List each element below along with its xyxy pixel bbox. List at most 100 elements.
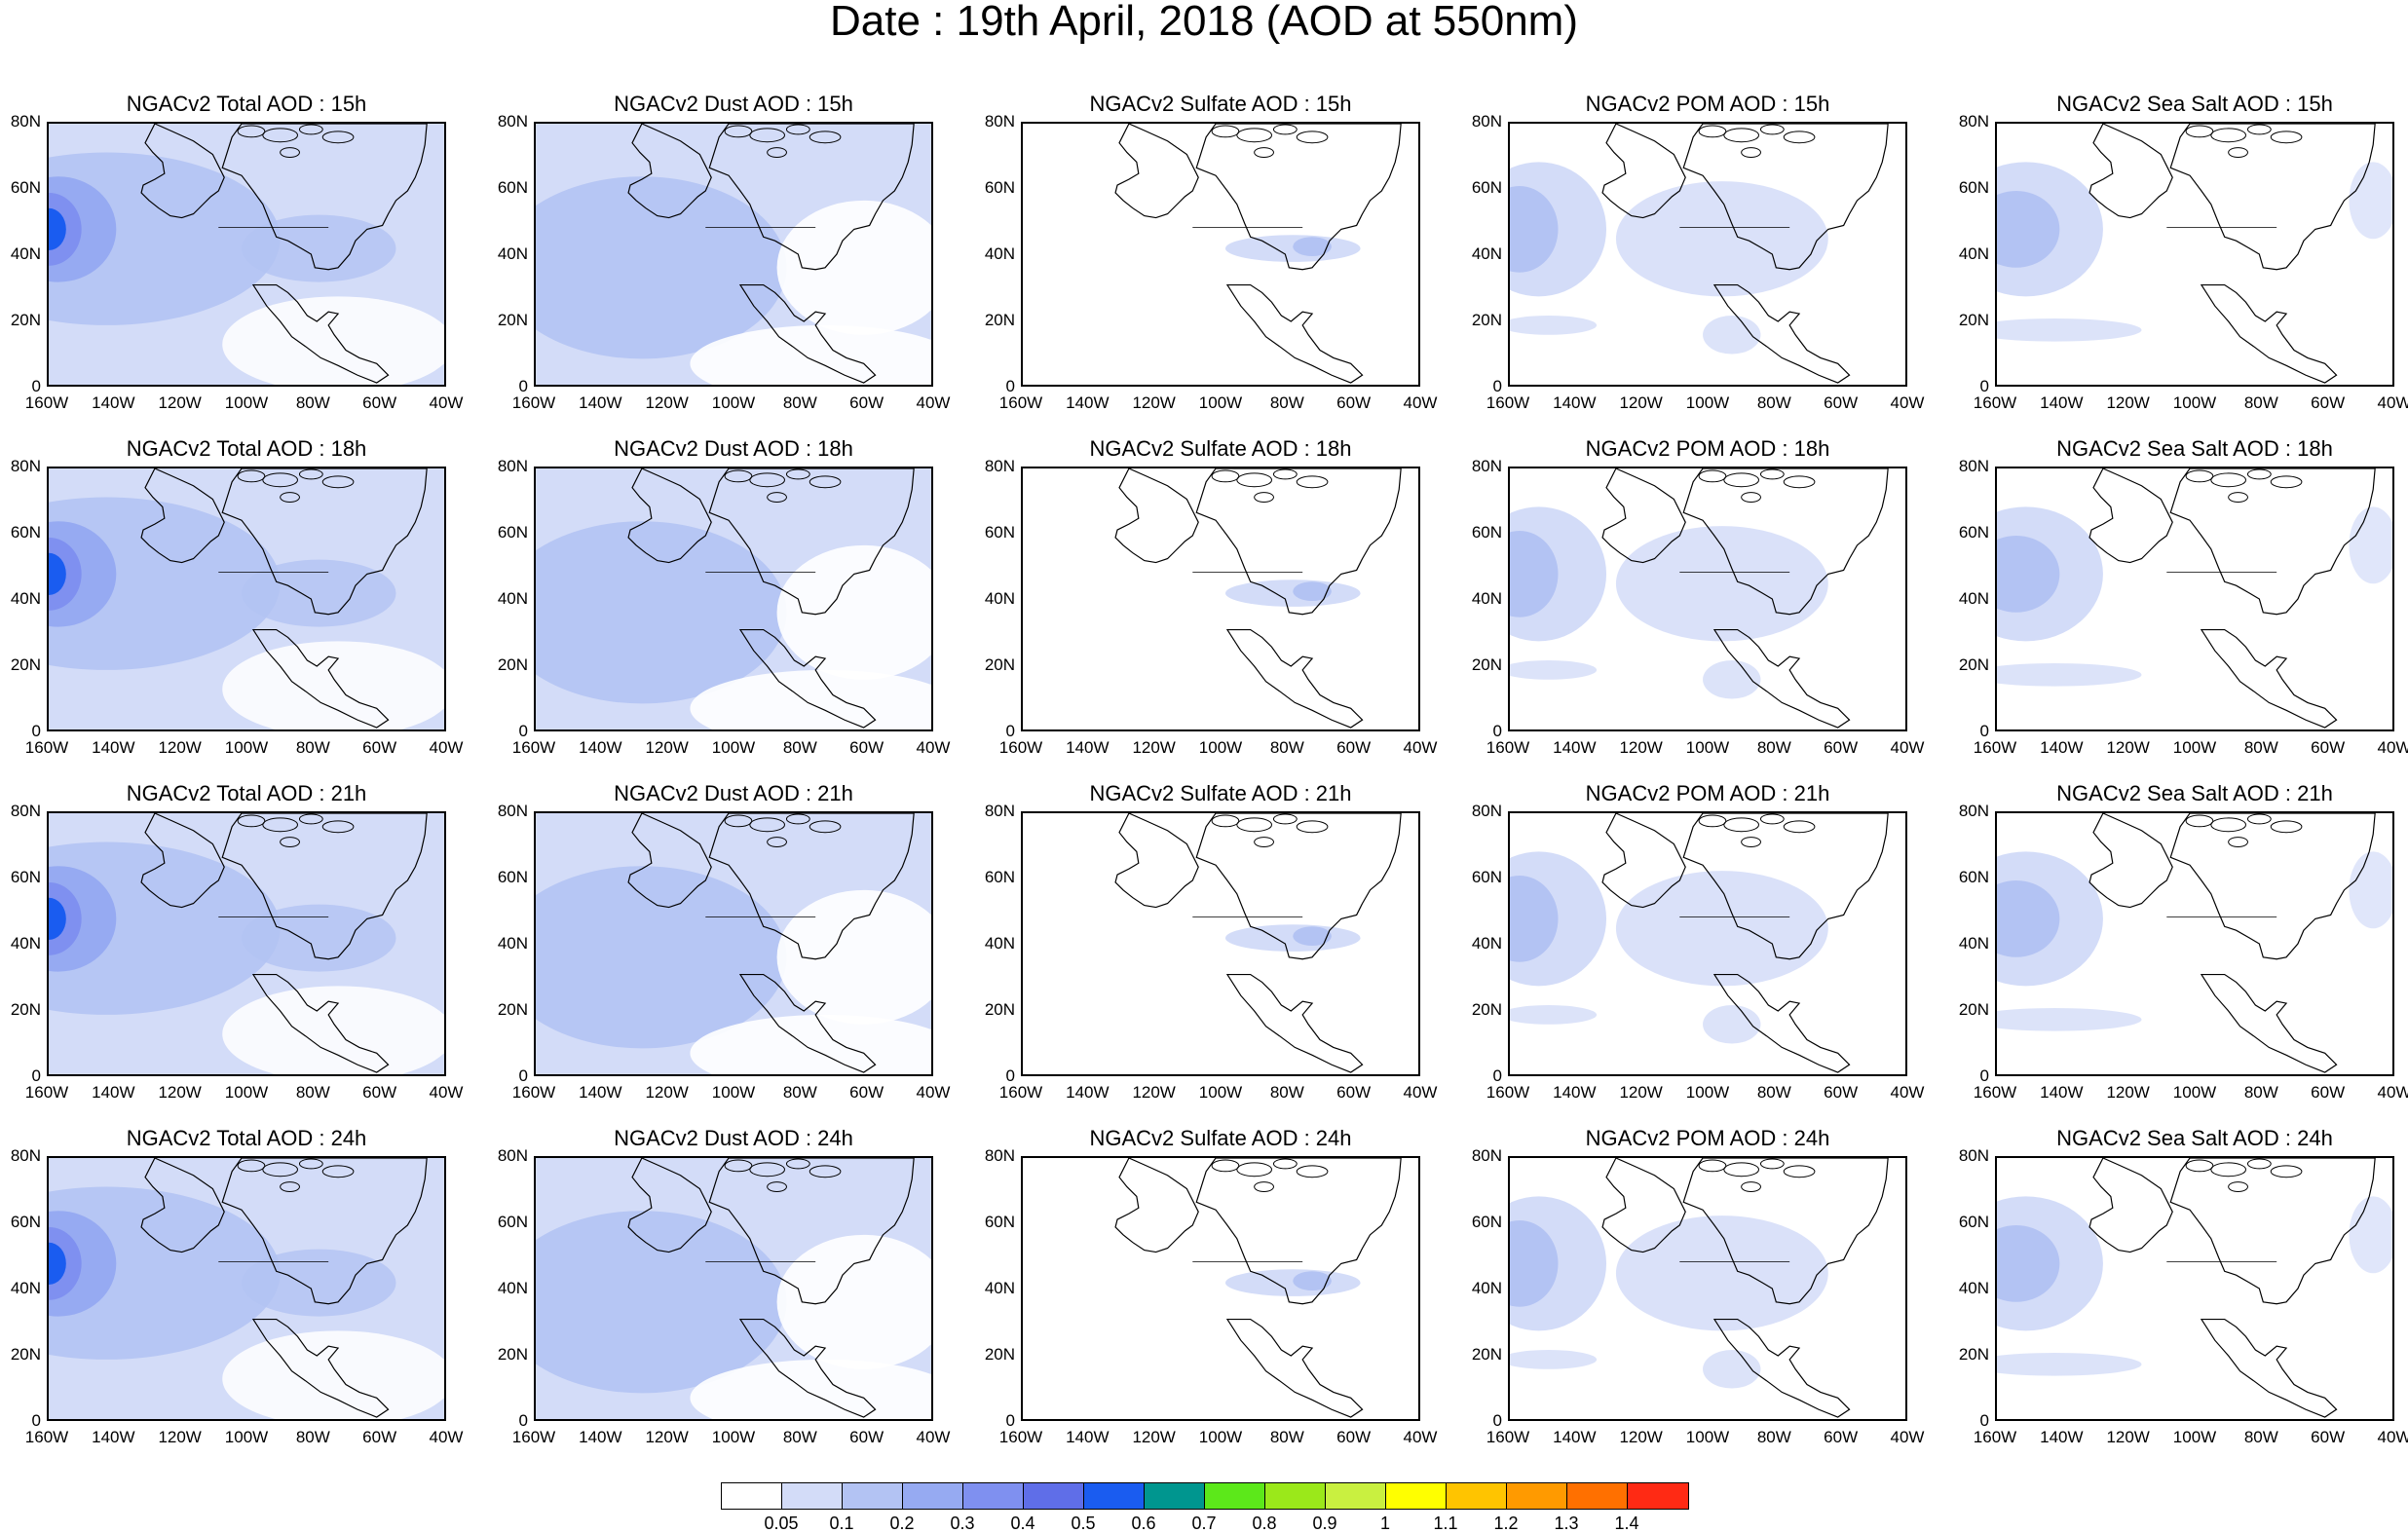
longitude-tick-label: 100W bbox=[224, 1428, 269, 1446]
island-outline bbox=[2246, 813, 2272, 825]
arctic-islands bbox=[1211, 124, 1329, 158]
colorbar-swatch bbox=[843, 1483, 903, 1509]
alaska-coastline bbox=[1601, 468, 1686, 564]
latitude-tick-label: 0 bbox=[1005, 1066, 1015, 1085]
aod-contour-region bbox=[49, 552, 66, 596]
latitude-tick-label: 80N bbox=[10, 1146, 41, 1165]
island-outline bbox=[2246, 468, 2272, 480]
island-outline bbox=[767, 492, 787, 503]
aod-contour-region bbox=[536, 521, 787, 704]
aod-contour-region bbox=[49, 1186, 281, 1360]
coastline bbox=[140, 1158, 428, 1418]
longitude-tick-label: 40W bbox=[1403, 1083, 1438, 1102]
aod-contour-region bbox=[1224, 580, 1361, 607]
colorbar-tick-label: 1.1 bbox=[1433, 1514, 1458, 1533]
aod-contour-region bbox=[536, 866, 787, 1049]
panel-title: NGACv2 Total AOD : 24h bbox=[126, 1126, 367, 1150]
north-america-coastline bbox=[1682, 1158, 1889, 1305]
island-outline bbox=[1759, 813, 1785, 825]
coastline bbox=[1601, 1158, 1889, 1418]
alaska-coastline bbox=[140, 813, 225, 909]
colorbar-swatch bbox=[1386, 1483, 1447, 1509]
arctic-islands bbox=[237, 468, 355, 503]
latitude-tick-label: 20N bbox=[1471, 1345, 1502, 1364]
latitude-tick-label: 60N bbox=[1471, 868, 1502, 886]
mexico-central-america-coastline bbox=[2200, 973, 2338, 1073]
longitude-tick-label: 60W bbox=[1336, 393, 1372, 412]
aod-colorbar bbox=[721, 1482, 1689, 1510]
latitude-tick-label: 40N bbox=[1471, 244, 1502, 263]
longitude-tick-label: 100W bbox=[2172, 1428, 2217, 1446]
island-outline bbox=[749, 472, 785, 488]
latitude-tick-label: 60N bbox=[1471, 178, 1502, 197]
mexico-central-america-coastline bbox=[251, 973, 390, 1073]
longitude-tick-label: 80W bbox=[1269, 393, 1304, 412]
latitude-tick-label: 40N bbox=[10, 934, 41, 953]
latitude-tick-label: 20N bbox=[497, 1000, 528, 1019]
latitude-tick-label: 60N bbox=[497, 178, 528, 197]
island-outline bbox=[2246, 1158, 2272, 1170]
longitude-tick-label: 100W bbox=[2172, 738, 2217, 757]
arctic-islands bbox=[724, 813, 842, 847]
colorbar-swatch bbox=[1205, 1483, 1265, 1509]
longitude-tick-label: 60W bbox=[2311, 738, 2346, 757]
island-outline bbox=[321, 131, 355, 144]
island-outline bbox=[809, 820, 842, 834]
longitude-tick-label: 120W bbox=[158, 738, 202, 757]
coastline bbox=[1114, 468, 1402, 729]
longitude-tick-label: 160W bbox=[998, 1083, 1043, 1102]
island-outline bbox=[321, 820, 355, 834]
island-outline bbox=[2210, 472, 2246, 488]
longitude-tick-label: 60W bbox=[1824, 1083, 1859, 1102]
mexico-central-america-coastline bbox=[251, 628, 390, 729]
colorbar-tick-label: 0.3 bbox=[950, 1514, 975, 1533]
longitude-tick-label: 100W bbox=[2172, 393, 2217, 412]
longitude-tick-label: 60W bbox=[2311, 1083, 2346, 1102]
longitude-tick-label: 140W bbox=[1553, 1428, 1597, 1446]
map-canvas bbox=[49, 813, 444, 1074]
colorbar-tick-label: 0.7 bbox=[1191, 1514, 1217, 1533]
panel-title: NGACv2 Dust AOD : 18h bbox=[614, 436, 853, 461]
island-outline bbox=[1783, 131, 1816, 144]
island-outline bbox=[809, 475, 842, 489]
north-america-coastline bbox=[2169, 813, 2376, 960]
longitude-tick-label: 140W bbox=[579, 738, 622, 757]
latitude-tick-label: 40N bbox=[1471, 1279, 1502, 1297]
map-canvas bbox=[1997, 1158, 2392, 1418]
latitude-tick-label: 40N bbox=[984, 244, 1015, 263]
latitude-tick-label: 40N bbox=[1958, 1279, 1989, 1297]
longitude-tick-label: 160W bbox=[24, 738, 69, 757]
aod-contour-region bbox=[1293, 1271, 1332, 1290]
aod-contour-region bbox=[1510, 1350, 1598, 1369]
colorbar-swatch bbox=[1265, 1483, 1326, 1509]
colorbar-swatch bbox=[722, 1483, 782, 1509]
longitude-tick-label: 120W bbox=[1619, 1083, 1663, 1102]
latitude-tick-label: 0 bbox=[31, 722, 41, 740]
arctic-islands bbox=[237, 1158, 355, 1192]
longitude-tick-label: 140W bbox=[1553, 738, 1597, 757]
latitude-tick-label: 0 bbox=[518, 1066, 528, 1085]
longitude-tick-label: 40W bbox=[429, 1083, 464, 1102]
aod-contour-region bbox=[1293, 926, 1332, 946]
longitude-tick-label: 120W bbox=[1132, 1428, 1176, 1446]
latitude-tick-label: 60N bbox=[1958, 1213, 1989, 1231]
north-america-coastline bbox=[221, 468, 428, 616]
island-outline bbox=[785, 813, 810, 825]
latitude-tick-label: 80N bbox=[984, 802, 1015, 820]
alaska-coastline bbox=[1601, 813, 1686, 909]
aod-map-sulfate-15h bbox=[1021, 122, 1420, 387]
longitude-tick-label: 120W bbox=[158, 393, 202, 412]
longitude-tick-label: 80W bbox=[1756, 393, 1791, 412]
longitude-tick-label: 140W bbox=[1066, 1428, 1110, 1446]
aod-contour-region bbox=[49, 897, 66, 941]
longitude-tick-label: 40W bbox=[429, 738, 464, 757]
island-outline bbox=[724, 469, 753, 483]
island-outline bbox=[1698, 1159, 1727, 1173]
longitude-tick-label: 60W bbox=[849, 738, 884, 757]
mexico-central-america-coastline bbox=[2200, 283, 2338, 384]
latitude-tick-label: 60N bbox=[1958, 868, 1989, 886]
latitude-tick-label: 0 bbox=[31, 1411, 41, 1430]
latitude-tick-label: 0 bbox=[1005, 722, 1015, 740]
latitude-tick-label: 20N bbox=[984, 311, 1015, 329]
longitude-tick-label: 40W bbox=[1890, 1428, 1925, 1446]
